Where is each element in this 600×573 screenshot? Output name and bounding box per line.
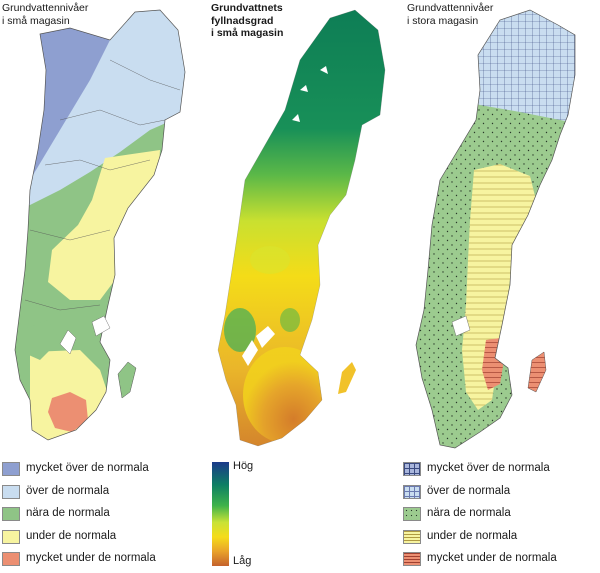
legend-label: mycket över de normala (26, 462, 149, 474)
legend-label: mycket under de normala (427, 552, 557, 564)
right-map-title: Grundvattennivåer i stora magasin (407, 2, 494, 27)
legend-swatch (2, 462, 20, 476)
scale-high-label: Hög (233, 460, 254, 472)
left-map-title: Grundvattennivåer i små magasin (2, 2, 89, 27)
middle-map-title: Grundvattnets fyllnadsgrad i små magasin (211, 2, 284, 39)
map-large-aquifers-levels (415, 9, 576, 449)
legend-label: under de normala (26, 529, 117, 542)
map-small-aquifers-levels (14, 9, 186, 441)
legend-swatch-grid (403, 462, 421, 476)
legend-label: över de normala (427, 484, 511, 497)
legend-label: över de normala (26, 484, 110, 497)
legend-swatch (2, 552, 20, 566)
legend-swatch-dots (403, 507, 421, 521)
legend-swatch (2, 484, 20, 499)
legend-swatch-lines (403, 552, 421, 566)
scale-low-label: Låg (233, 555, 252, 567)
map-fill-degree (217, 9, 386, 447)
legend-label: mycket under de normala (26, 552, 156, 564)
legend-swatch (2, 507, 20, 521)
legend-swatch-grid (403, 484, 421, 499)
fill-degree-color-scale (212, 462, 229, 566)
legend-label: under de normala (427, 529, 518, 542)
legend-swatch (2, 529, 20, 544)
legend-label: nära de normala (427, 507, 511, 519)
legend-label: mycket över de normala (427, 462, 550, 474)
legend-label: nära de normala (26, 507, 110, 519)
legend-swatch-lines (403, 529, 421, 544)
